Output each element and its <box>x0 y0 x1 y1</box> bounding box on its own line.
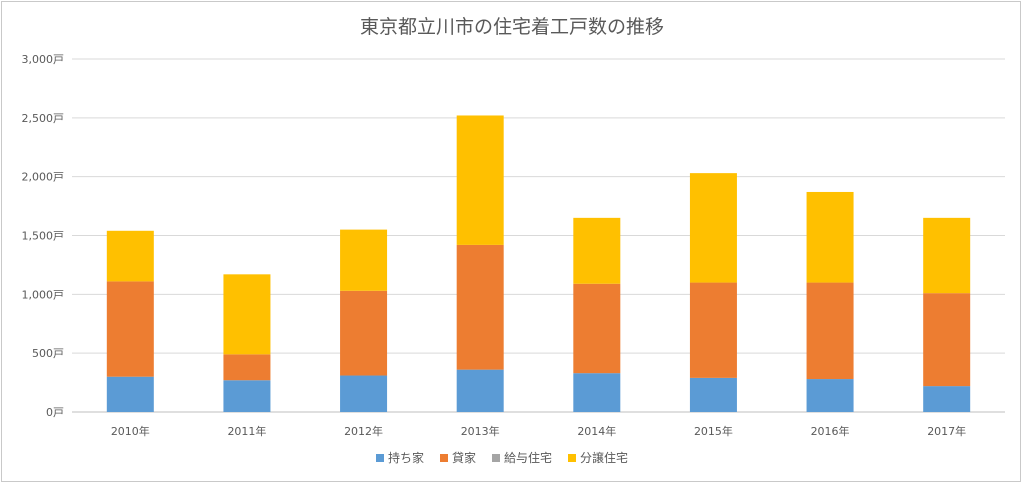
y-tick-label: 2,500戸 <box>22 112 65 125</box>
y-axis-ticks: 0戸 500戸 1,000戸 1,500戸 2,000戸 2,500戸 3,000戸 <box>22 53 65 419</box>
bars <box>106 115 971 412</box>
x-tick-label: 2013年 <box>461 424 500 438</box>
bar-segment <box>689 377 737 412</box>
bar-segment <box>223 380 271 412</box>
legend-swatch <box>376 454 384 462</box>
bar-segment <box>573 283 621 374</box>
bar-segment <box>689 173 737 283</box>
bar-segment <box>456 369 504 412</box>
bar-segment <box>106 230 154 282</box>
x-tick-label: 2011年 <box>227 424 266 438</box>
bar-segment <box>456 115 504 245</box>
x-axis-ticks: 2010年 2011年 2012年 2013年 2014年 2015年 2016年 2017年 <box>111 424 966 438</box>
gridlines <box>72 58 1005 413</box>
bar-segment <box>223 274 271 355</box>
legend-swatch <box>440 454 448 462</box>
bar-segment <box>456 244 504 370</box>
legend-swatch <box>492 454 500 462</box>
x-tick-label: 2010年 <box>111 424 150 438</box>
bar-segment <box>806 191 854 283</box>
legend: 持ち家 貸家 給与住宅 分譲住宅 <box>376 450 628 465</box>
x-tick-label: 2017年 <box>927 424 966 438</box>
legend-swatch <box>568 454 576 462</box>
bar-segment <box>806 282 854 380</box>
legend-label: 分譲住宅 <box>580 450 628 465</box>
chart-title: 東京都立川市の住宅着工戸数の推移 <box>360 16 664 38</box>
x-tick-label: 2016年 <box>811 424 850 438</box>
y-tick-label: 1,500戸 <box>22 230 65 243</box>
y-tick-label: 3,000戸 <box>22 53 65 66</box>
y-tick-label: 2,000戸 <box>22 171 65 184</box>
bar-segment <box>340 290 388 376</box>
bar-segment <box>340 229 388 291</box>
bar-segment <box>689 282 737 378</box>
y-tick-label: 1,000戸 <box>22 288 65 301</box>
bar-segment <box>340 375 388 412</box>
y-tick-label: 0戸 <box>46 406 64 419</box>
bar-segment <box>806 379 854 412</box>
y-tick-label: 500戸 <box>32 347 64 360</box>
legend-label: 給与住宅 <box>504 450 552 465</box>
x-tick-label: 2015年 <box>694 424 733 438</box>
x-tick-label: 2014年 <box>577 424 616 438</box>
bar-segment <box>923 386 971 412</box>
x-tick-label: 2012年 <box>344 424 383 438</box>
bar-segment <box>223 354 271 381</box>
legend-label: 貸家 <box>452 450 476 465</box>
bar-segment <box>106 281 154 377</box>
legend-label: 持ち家 <box>388 450 424 465</box>
bar-segment <box>923 293 971 387</box>
bar-segment <box>573 373 621 412</box>
bar-segment <box>573 217 621 284</box>
bar-segment <box>923 217 971 294</box>
bar-segment <box>106 376 154 412</box>
